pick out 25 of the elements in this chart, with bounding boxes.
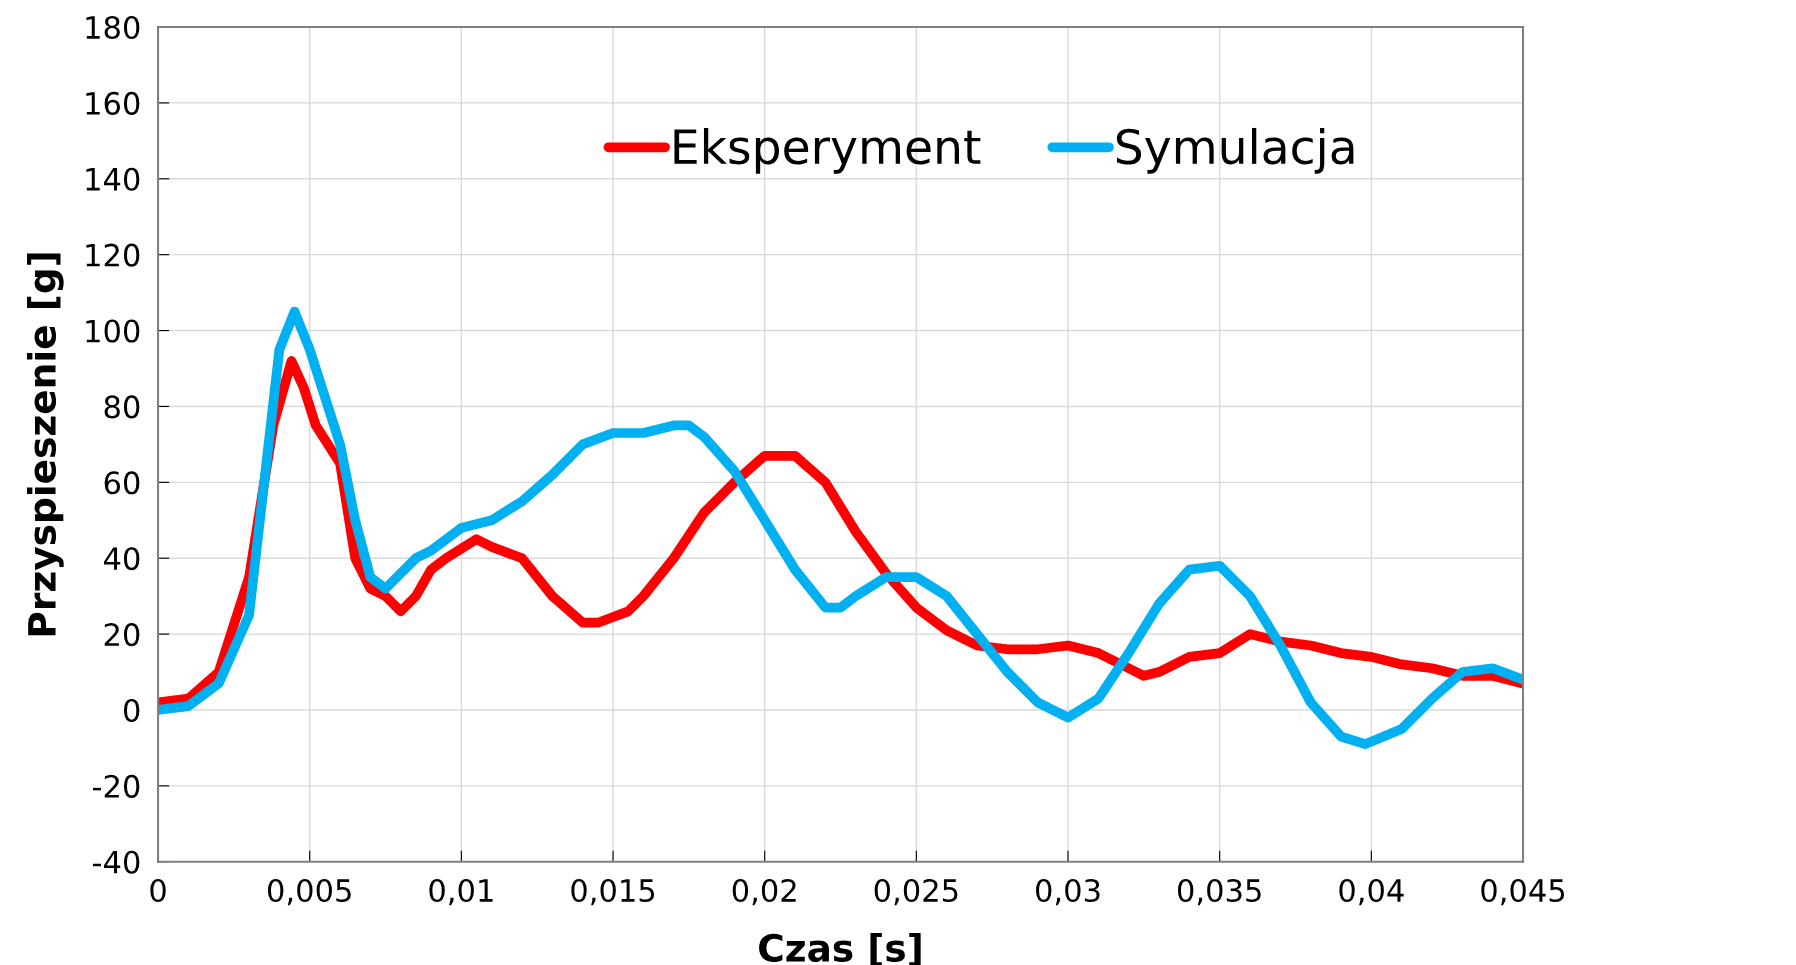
x-tick-label: 0,025 (874, 878, 958, 906)
x-tick-label: 0 (150, 878, 166, 903)
y-tick-label: -40 (92, 850, 140, 874)
x-tick-label: 0,02 (732, 878, 796, 906)
y-tick-label: 100 (86, 319, 140, 343)
x-tick-label: 0,035 (1177, 878, 1261, 906)
y-tick-label: 140 (86, 167, 140, 191)
y-tick-label: 60 (104, 471, 140, 495)
x-tick-label: 0,015 (571, 878, 655, 906)
x-tick-label: 0,01 (429, 878, 493, 906)
legend-label: Eksperyment (674, 127, 981, 174)
x-tick-label: 0,04 (1339, 878, 1404, 906)
y-tick-label: -20 (92, 774, 140, 798)
y-tick-label: 160 (86, 91, 140, 115)
y-tick-label: 80 (104, 395, 140, 419)
y-tick-label: 180 (86, 15, 140, 40)
y-tick-label: 40 (103, 547, 140, 571)
x-tick-label: 0,005 (267, 878, 351, 906)
y-axis-title: Przyspieszenie [g] (27, 253, 64, 636)
legend-label: Symulacja (1116, 127, 1354, 174)
y-tick-label: 20 (104, 623, 140, 647)
x-tick-label: 0,03 (1036, 878, 1100, 906)
x-tick-label: 0,045 (1481, 878, 1565, 906)
y-tick-label: 0 (123, 698, 140, 723)
y-tick-label: 120 (86, 243, 140, 267)
